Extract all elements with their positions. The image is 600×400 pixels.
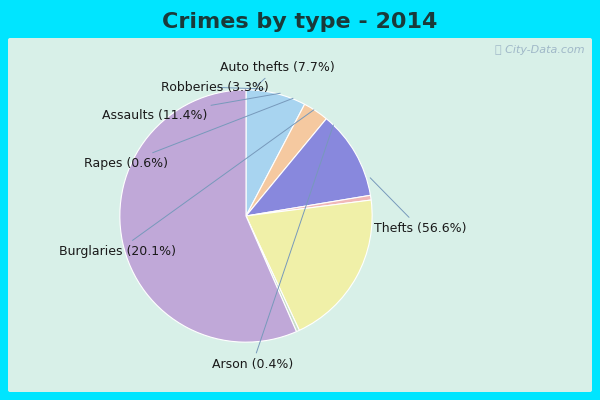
Text: Rapes (0.6%): Rapes (0.6%) [84, 98, 293, 170]
Text: Thefts (56.6%): Thefts (56.6%) [370, 178, 466, 235]
Wedge shape [246, 119, 370, 216]
Text: Auto thefts (7.7%): Auto thefts (7.7%) [220, 61, 335, 86]
Text: Assaults (11.4%): Assaults (11.4%) [103, 93, 280, 122]
Wedge shape [246, 195, 371, 216]
Wedge shape [120, 90, 296, 342]
Wedge shape [246, 216, 299, 332]
FancyBboxPatch shape [8, 38, 592, 392]
Text: ⓘ City-Data.com: ⓘ City-Data.com [496, 45, 585, 55]
Wedge shape [246, 200, 372, 330]
Text: Arson (0.4%): Arson (0.4%) [212, 125, 334, 371]
Text: Robberies (3.3%): Robberies (3.3%) [161, 81, 268, 94]
Text: Crimes by type - 2014: Crimes by type - 2014 [163, 12, 437, 32]
Wedge shape [246, 104, 326, 216]
Wedge shape [246, 90, 305, 216]
Text: Burglaries (20.1%): Burglaries (20.1%) [59, 110, 314, 258]
